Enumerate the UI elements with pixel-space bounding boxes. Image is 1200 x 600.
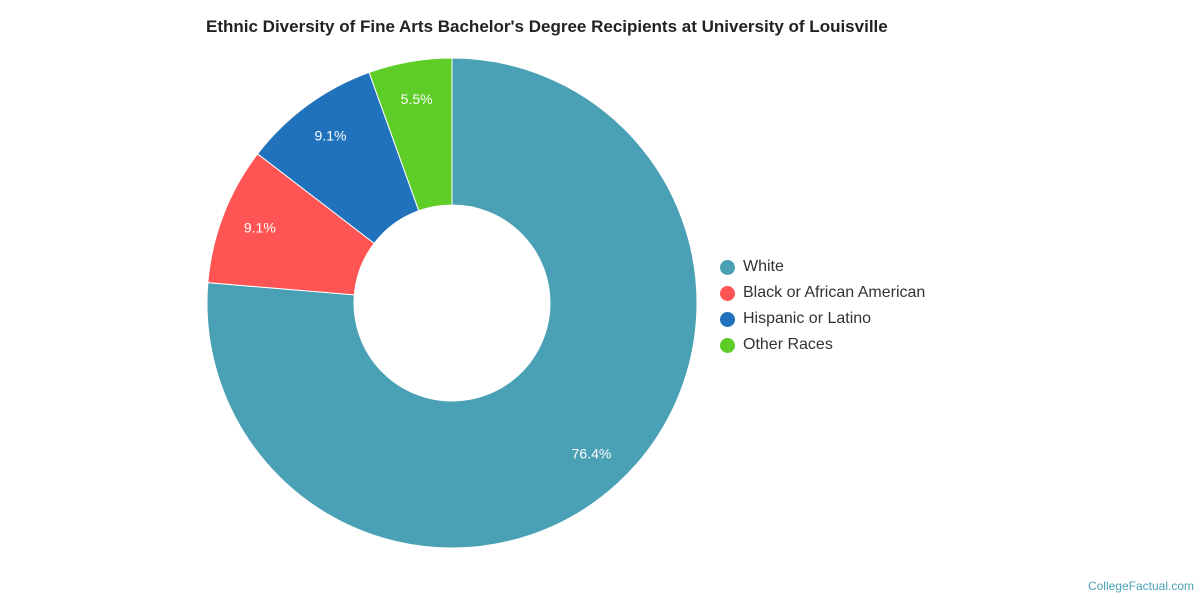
source-credit[interactable]: CollegeFactual.com <box>1087 579 1194 593</box>
legend-label: Other Races <box>743 336 833 353</box>
legend-label: Hispanic or Latino <box>743 310 872 327</box>
donut-slices <box>206 57 698 549</box>
slice-labels: 76.4% 9.1% 9.1% 5.5% <box>244 91 611 462</box>
slice-other-races[interactable] <box>368 57 453 212</box>
slice-value-label: 5.5% <box>401 91 433 107</box>
slice-white[interactable] <box>206 57 698 549</box>
legend: White Black or African American Hispanic o… <box>720 254 925 358</box>
legend-swatch <box>720 259 735 275</box>
legend-item[interactable]: Other Races <box>720 332 925 358</box>
slice-value-label: 9.1% <box>315 127 347 143</box>
legend-swatch <box>720 311 735 327</box>
legend-item[interactable]: White <box>720 254 925 280</box>
chart-title: Ethnic Diversity of Fine Arts Bachelor's… <box>206 17 888 36</box>
legend-swatch <box>720 285 735 301</box>
legend-swatch <box>720 337 735 353</box>
legend-item[interactable]: Hispanic or Latino <box>720 306 925 332</box>
slice-value-label: 76.4% <box>572 445 612 461</box>
legend-item[interactable]: Black or African American <box>720 280 925 306</box>
legend-label: Black or African American <box>743 284 926 301</box>
slice-value-label: 9.1% <box>244 219 276 235</box>
legend-label: White <box>743 258 784 275</box>
